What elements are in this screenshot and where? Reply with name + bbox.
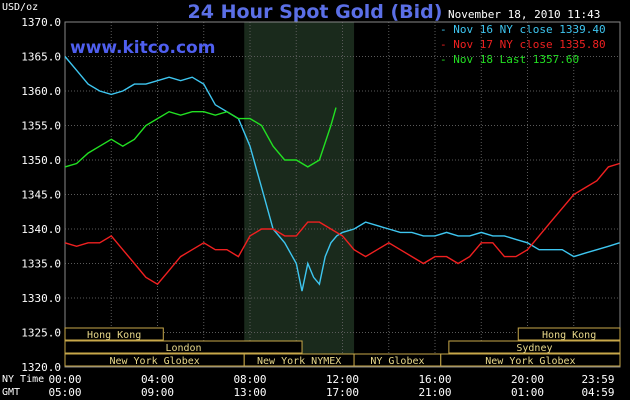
y-tick-label: 1355.0 — [21, 120, 61, 133]
session-bar — [517, 327, 621, 341]
session-label: New York Globex — [109, 356, 199, 367]
session-label: Hong Kong — [542, 330, 596, 341]
date-stamp: November 18, 2010 11:43 — [448, 8, 601, 21]
x-tick-label-gmt: 17:00 — [326, 386, 359, 399]
y-tick-label: 1340.0 — [21, 223, 61, 236]
series-line-2 — [64, 107, 337, 168]
session-label: London — [165, 343, 201, 354]
y-tick-label: 1330.0 — [21, 292, 61, 305]
legend: - Nov 16 NY close 1339.40 - Nov 17 NY cl… — [440, 22, 606, 67]
x-tick-label-ny: 20:00 — [511, 373, 544, 386]
y-tick-label: 1345.0 — [21, 189, 61, 202]
x-tick-label-gmt: 21:00 — [418, 386, 451, 399]
session-label: New York Globex — [485, 356, 575, 367]
session-label: NY Globex — [370, 356, 424, 367]
legend-entry-nov18: - Nov 18 Last 1357.60 — [440, 53, 580, 66]
x-tick-label-ny: 00:00 — [48, 373, 81, 386]
series-line-0 — [64, 56, 620, 292]
watermark: www.kitco.com — [70, 38, 216, 58]
session-bar — [448, 340, 621, 354]
session-label: Hong Kong — [87, 330, 141, 341]
session-bar — [440, 353, 621, 367]
chart-title: 24 Hour Spot Gold (Bid) — [187, 1, 443, 23]
plot-border — [64, 21, 621, 368]
y-tick-label: 1365.0 — [21, 51, 61, 64]
x-row-title-ny: NY Time — [2, 374, 45, 385]
x-tick-label-ny: 16:00 — [418, 373, 451, 386]
y-tick-label: 1335.0 — [21, 258, 61, 271]
x-tick-label-ny: 23:59 — [581, 373, 614, 386]
y-axis-label: USD/oz — [2, 2, 39, 13]
x-tick-label-ny: 08:00 — [233, 373, 266, 386]
series-line-1 — [64, 162, 620, 286]
y-tick-label: 1350.0 — [21, 154, 61, 167]
y-tick-label: 1370.0 — [21, 16, 61, 29]
y-tick-label: 1320.0 — [21, 361, 61, 374]
session-label: New York NYMEX — [257, 356, 341, 367]
legend-entry-nov16: - Nov 16 NY close 1339.40 — [440, 23, 606, 36]
legend-entry-nov17: - Nov 17 NY close 1335.80 — [440, 38, 606, 51]
x-tick-label-gmt: 13:00 — [233, 386, 266, 399]
x-tick-label-gmt: 01:00 — [511, 386, 544, 399]
y-tick-label: 1325.0 — [21, 327, 61, 340]
x-tick-label-gmt: 09:00 — [141, 386, 174, 399]
session-bar — [64, 327, 164, 341]
session-bar — [64, 340, 303, 354]
x-tick-label-ny: 04:00 — [141, 373, 174, 386]
y-tick-label: 1360.0 — [21, 85, 61, 98]
x-tick-label-gmt: 04:59 — [581, 386, 614, 399]
x-tick-label-ny: 12:00 — [326, 373, 359, 386]
session-label: Sydney — [516, 343, 552, 354]
x-row-title-gmt: GMT — [2, 387, 21, 398]
x-tick-label-gmt: 05:00 — [48, 386, 81, 399]
